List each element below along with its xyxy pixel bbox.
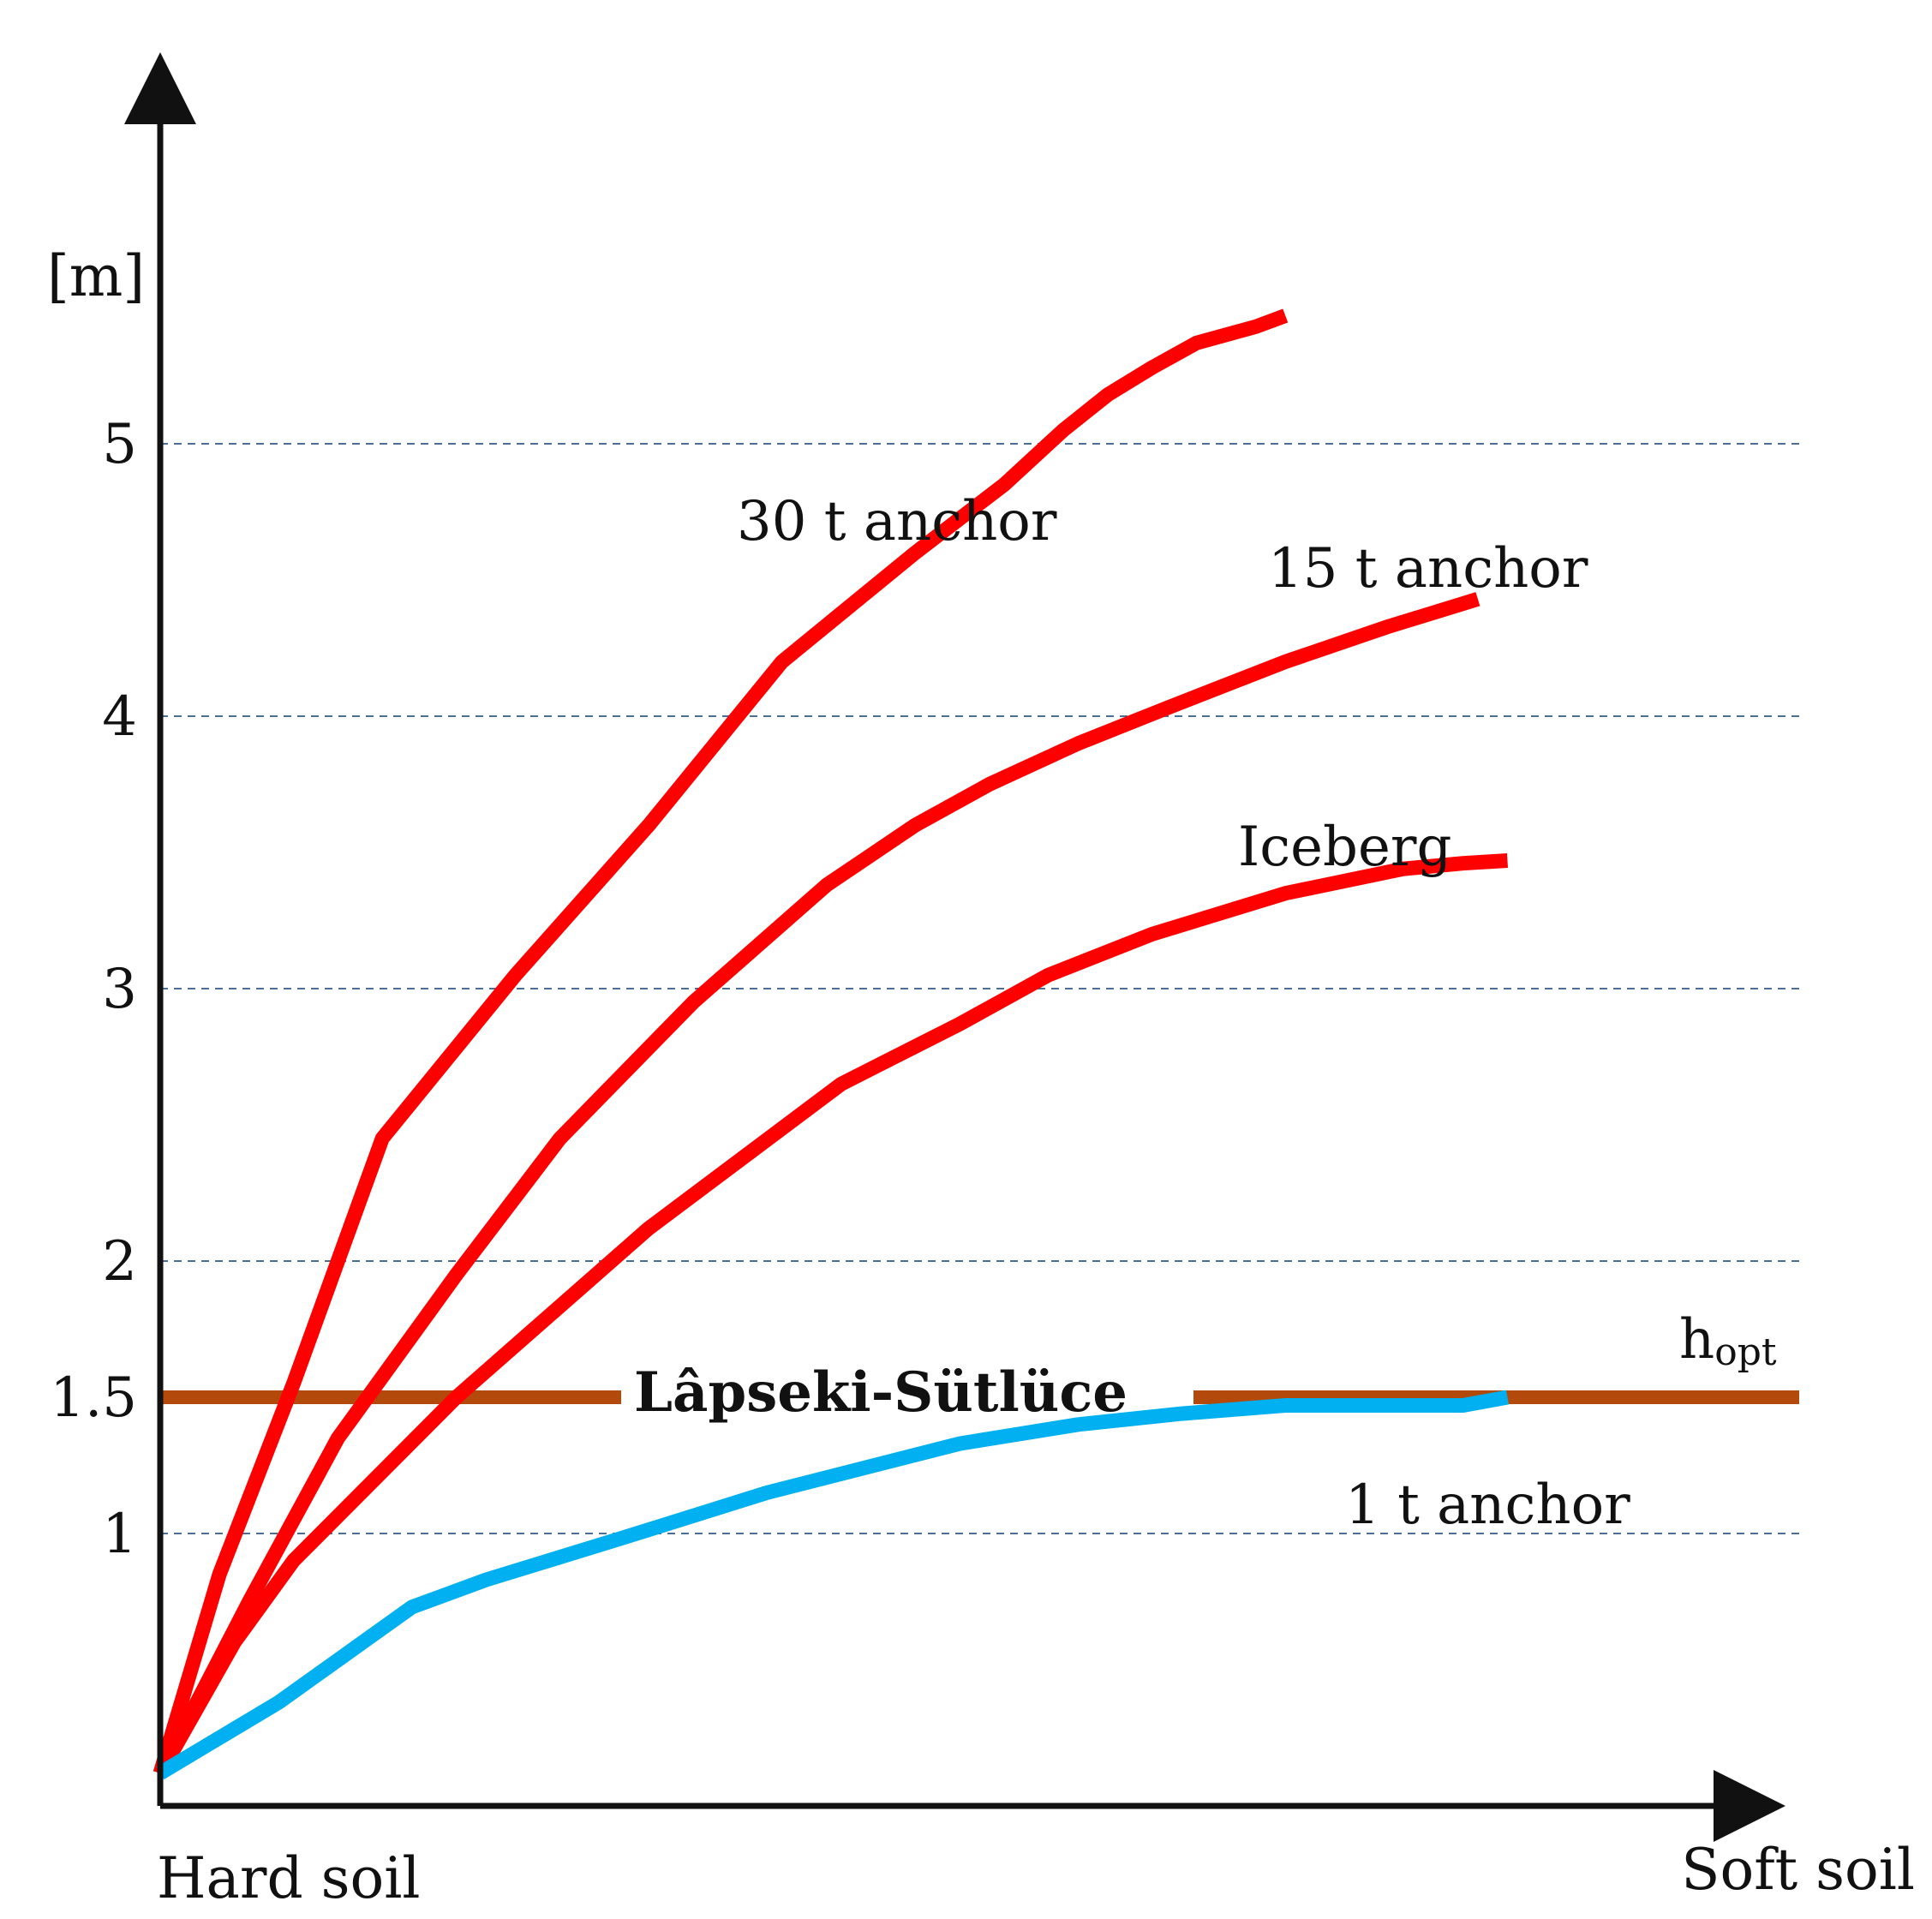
y-tick-label-3: 3	[102, 958, 137, 1021]
y-tick-label-2: 2	[102, 1230, 137, 1294]
series-label-30t: 30 t anchor	[737, 490, 1057, 553]
series-line-15-t-anchor	[153, 592, 1480, 1777]
series-line-iceberg	[153, 853, 1509, 1777]
series-group	[153, 308, 1510, 1780]
y-tick-label-1.5: 1.5	[50, 1366, 137, 1430]
hopt-annotation: hopt	[1679, 1308, 1777, 1374]
series-line-1-t-anchor	[156, 1390, 1510, 1780]
series-label-iceberg: Iceberg	[1238, 816, 1451, 879]
y-tick-label-1: 1	[102, 1503, 137, 1566]
x-axis-label-left: Hard soil	[157, 1845, 421, 1911]
y-axis-label: [m]	[47, 243, 145, 309]
reference-line-label: Lâpseki-Sütlüce	[634, 1360, 1127, 1425]
series-label-15t: 15 t anchor	[1268, 537, 1588, 601]
y-tick-label-4: 4	[102, 685, 137, 749]
series-line-30-t-anchor	[153, 308, 1289, 1776]
y-tick-label-5: 5	[102, 413, 137, 476]
y-tick-labels: 1 1.5 2 3 4 5	[50, 413, 137, 1566]
hopt-main: h	[1679, 1308, 1714, 1372]
series-label-1t: 1 t anchor	[1345, 1474, 1630, 1537]
x-axis-label-right: Soft soil	[1681, 1837, 1915, 1903]
hopt-sub: opt	[1714, 1330, 1777, 1374]
